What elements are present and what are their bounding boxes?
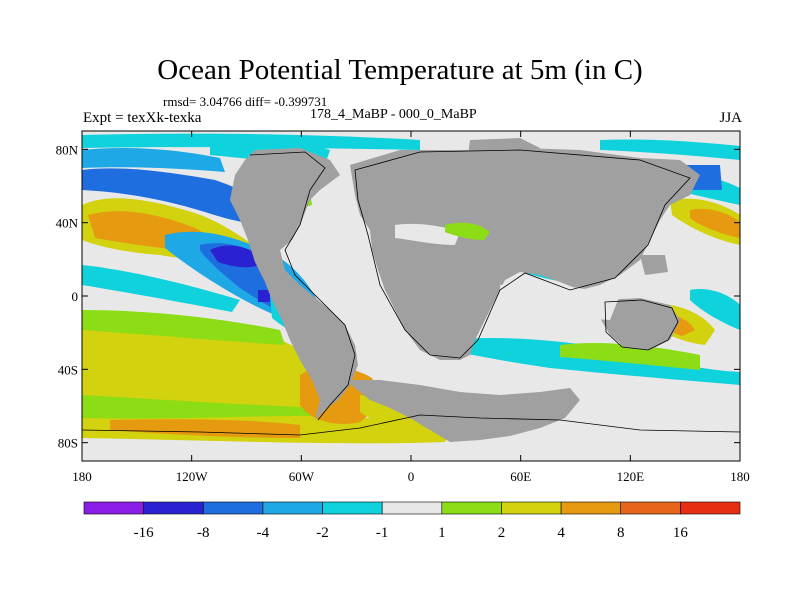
land-americas (230, 148, 358, 420)
green-band-south-pacific (82, 310, 285, 345)
colorbar-swatch (501, 501, 562, 515)
cold-core-small (258, 290, 270, 302)
colorbar-swatch (680, 501, 741, 515)
colorbar-label: -4 (257, 525, 270, 541)
land-afro-eurasia (350, 148, 700, 360)
lon-tick-label: 180 (730, 469, 750, 484)
axis-ticks: 180 120W 60W 0 60E 120E 180 80N 40N 0 40S 80S (56, 131, 750, 484)
southern-indian-green (560, 343, 700, 370)
coastline-americas (249, 151, 356, 421)
experiments-label: 178_4_MaBP - 000_0_MaBP (310, 107, 477, 122)
colorbar-label: -1 (376, 525, 389, 541)
colorbar-swatch (262, 501, 323, 515)
lon-tick-label: 60E (510, 469, 531, 484)
colorbar-label: 16 (673, 525, 689, 541)
experiment-label: Expt = texXk-texka (83, 110, 202, 126)
land-australia (600, 298, 680, 350)
arctic-cyan (82, 133, 420, 150)
lat-tick-label: 0 (72, 289, 79, 304)
coastlines (82, 149, 740, 436)
lon-tick-label: 0 (408, 469, 415, 484)
map-title: Ocean Potential Temperature at 5m (in C) (157, 54, 643, 86)
lat-tick-label: 40N (56, 216, 79, 231)
colorbar-swatch (83, 501, 144, 515)
colorbar-label: -8 (197, 525, 210, 541)
cold-band-north-pacific-light (82, 147, 225, 172)
land-southern (345, 380, 580, 442)
east-pacific-cyan (690, 289, 740, 330)
arctic-east-cyan (600, 139, 740, 160)
coastline-antarctica (82, 414, 740, 436)
warm-band-south-yellow (82, 325, 340, 420)
north-east-pacific-orange (690, 208, 740, 238)
colorbar-label: 4 (557, 525, 565, 541)
inland-sea-green (445, 222, 490, 240)
colorbar-swatch (143, 501, 204, 515)
lat-tick-label: 40S (58, 362, 78, 377)
cold-band-north-pacific (82, 168, 280, 225)
colorbar-swatch (441, 501, 502, 515)
coastline-afro-eurasia (354, 149, 691, 359)
colorbar-label: 1 (438, 525, 446, 541)
colorbar-label: -2 (316, 525, 329, 541)
temperature-anomaly-field (82, 131, 740, 461)
colorbar-label: 8 (617, 525, 625, 541)
cold-core-equatorial-pacific (210, 245, 265, 268)
season-label: JJA (719, 110, 742, 126)
lon-tick-label: 180 (72, 469, 92, 484)
inland-sea-white (395, 223, 460, 245)
colorbar-swatch (381, 501, 443, 515)
colorbar-label: 2 (498, 525, 506, 541)
colorbar-swatch (322, 501, 383, 515)
lon-tick-label: 60W (289, 469, 315, 484)
lat-tick-label: 80N (56, 142, 79, 157)
cold-tongue-tropical (82, 265, 240, 312)
stats-line: rmsd= 3.04766 diff= -0.399731 (163, 94, 328, 109)
lon-tick-label: 120E (617, 469, 645, 484)
lat-tick-label: 80S (58, 436, 78, 451)
land-east-islands (640, 255, 668, 275)
land-greenland (468, 138, 540, 172)
southern-indian-cyan (450, 338, 740, 385)
land-mask (230, 138, 700, 442)
colorbar-label: -16 (134, 525, 154, 541)
colorbar: -16 -8 -4 -2 -1 1 2 4 8 16 (83, 501, 741, 541)
colorbar-swatch (620, 501, 681, 515)
coastline-australia (604, 299, 679, 351)
colorbar-swatch (560, 501, 622, 515)
colorbar-swatch (202, 501, 264, 515)
indian-ocean-white (500, 283, 620, 320)
lon-tick-label: 120W (176, 469, 209, 484)
